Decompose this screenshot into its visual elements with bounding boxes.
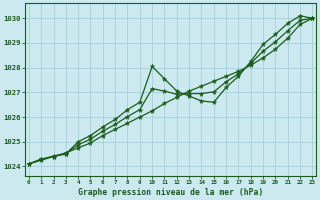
X-axis label: Graphe pression niveau de la mer (hPa): Graphe pression niveau de la mer (hPa) (78, 188, 263, 197)
